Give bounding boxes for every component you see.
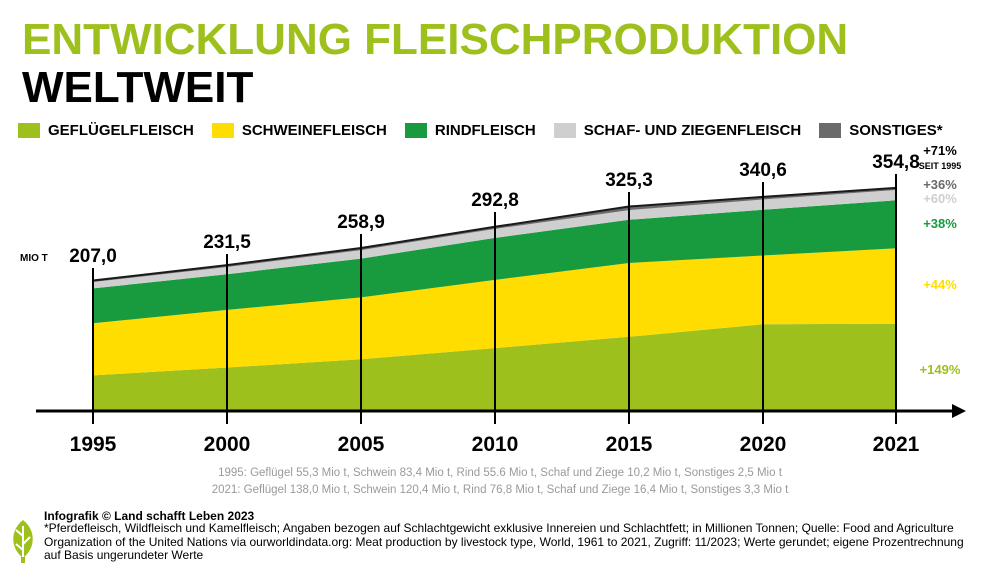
x-tick-label-2015: 2015 [606,433,653,456]
series-change-beef: +38% [923,216,957,231]
legend-item-poultry: GEFLÜGELFLEISCH [18,122,194,139]
x-tick-label-2021: 2021 [873,433,920,456]
x-tick-label-2000: 2000 [204,433,251,456]
x-axis-arrow-icon [952,404,966,418]
total-label-2015: 325,3 [605,170,653,191]
area-other [93,187,896,282]
x-tick-label-2005: 2005 [338,433,385,456]
total-change-note: SEIT 1995 [919,161,962,171]
legend-label-other: SONSTIGES* [849,122,943,139]
legend-label-poultry: GEFLÜGELFLEISCH [48,122,194,139]
series-change-sheep-goat: +60% [923,191,957,206]
legend-item-sheep-goat: SCHAF- UND ZIEGENFLEISCH [553,122,802,139]
series-change-other: +36% [923,177,957,192]
note-1995: 1995: Geflügel 55,3 Mio t, Schwein 83,4 … [218,467,782,479]
legend-item-pork: SCHWEINEFLEISCH [211,122,387,139]
total-label-2021: 354,8 [872,152,920,173]
legend-swatch-sheep-goat [553,123,576,138]
x-tick-label-2020: 2020 [740,433,787,456]
total-label-2005: 258,9 [337,212,385,233]
legend-label-sheep-goat: SCHAF- UND ZIEGENFLEISCH [583,122,802,139]
footnote: *Pferdefleisch, Wildfleisch und Kamelfle… [44,521,964,562]
area-sheep-goat [93,190,896,289]
legend-swatch-poultry [18,123,40,138]
total-label-2010: 292,8 [471,190,519,211]
series-change-pork: +44% [923,277,957,292]
leaf-logo-icon [13,520,33,563]
legend-swatch-beef [404,123,427,138]
note-2021: 2021: Geflügel 138,0 Mio t, Schwein 120,… [211,484,789,496]
x-tick-label-1995: 1995 [70,433,117,456]
chart-title: ENTWICKLUNG FLEISCHPRODUKTION [22,15,849,64]
series-change-poultry: +149% [920,362,961,377]
legend-item-other: SONSTIGES* [819,122,943,139]
chart-subtitle: WELTWEIT [22,63,254,112]
x-tick-label-2010: 2010 [472,433,519,456]
legend: GEFLÜGELFLEISCH SCHWEINEFLEISCH RINDFLEI… [18,122,961,139]
legend-swatch-other [819,123,842,138]
legend-item-beef: RINDFLEISCH [404,122,536,139]
unit-label: MIO T [20,253,48,264]
legend-swatch-pork [211,123,234,138]
total-label-2020: 340,6 [739,160,787,181]
total-change-label: +71% [923,143,957,158]
legend-label-pork: SCHWEINEFLEISCH [241,122,387,139]
legend-label-beef: RINDFLEISCH [434,122,536,139]
total-label-1995: 207,0 [69,246,117,267]
credit-line: Infografik © Land schafft Leben 2023 [44,509,255,523]
total-label-2000: 231,5 [203,232,251,253]
